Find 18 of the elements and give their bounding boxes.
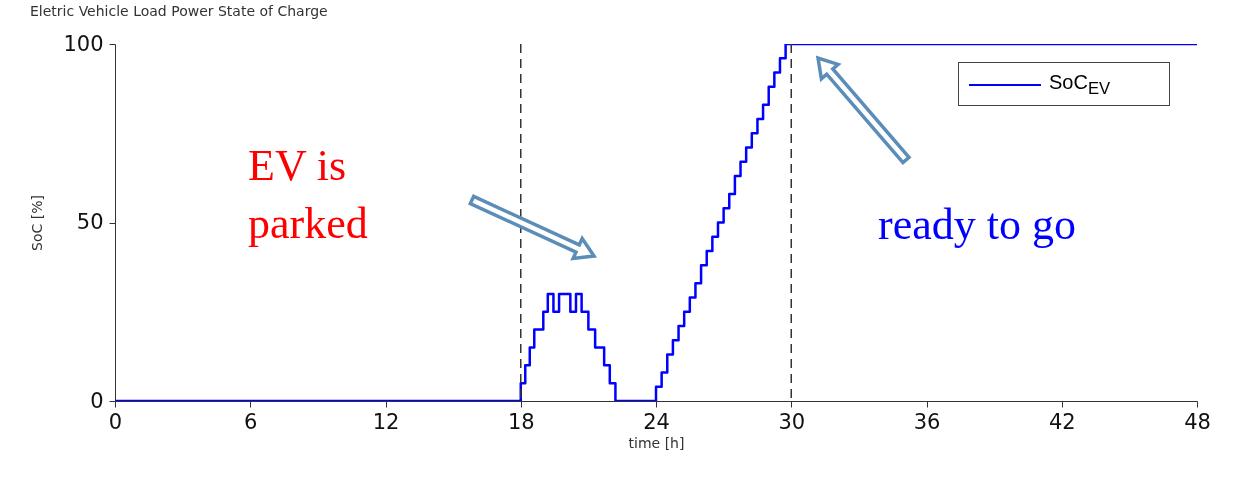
x-tick-label: 0 bbox=[108, 409, 123, 434]
annotation: EV is parked bbox=[248, 140, 369, 250]
x-tick-label: 48 bbox=[1184, 409, 1211, 434]
y-tick-label: 0 bbox=[90, 388, 104, 413]
y-tick-label: 50 bbox=[76, 210, 104, 234]
x-axis-title: time [h] bbox=[628, 434, 685, 451]
x-tick-label: 36 bbox=[913, 409, 941, 434]
x-tick-label: 12 bbox=[372, 409, 400, 434]
y-tick-label: 100 bbox=[63, 31, 104, 56]
legend-label: SoC$_{EV}$ bbox=[1049, 71, 1111, 99]
x-tick-label: 18 bbox=[507, 409, 535, 434]
x-tick-label: 24 bbox=[643, 409, 670, 434]
x-tick-label: 30 bbox=[778, 409, 806, 434]
y-axis-title: SoC [%] bbox=[29, 195, 46, 251]
chart-title: Eletric Vehicle Load Power State of Charge bbox=[30, 3, 328, 19]
x-tick-label: 42 bbox=[1048, 409, 1076, 434]
annotation: ready to go bbox=[878, 199, 1077, 251]
x-tick-label: 6 bbox=[244, 409, 258, 434]
